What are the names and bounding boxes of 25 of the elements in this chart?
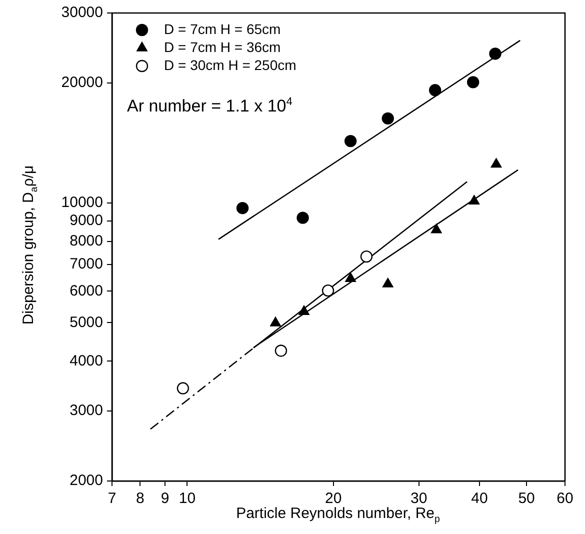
- y-tick-label: 8000: [70, 232, 103, 250]
- x-tick-label: 10: [178, 490, 196, 508]
- y-tick-label: 10000: [61, 194, 103, 211]
- y-tick-label: 2000: [70, 472, 103, 490]
- x-tick-label: 50: [518, 490, 535, 508]
- legend-label: D = 30cm H = 250cm: [164, 56, 296, 73]
- x-tick-label: 30: [410, 490, 428, 508]
- annotation: Ar number = 1.1 x 10$^{4}$: [127, 96, 292, 117]
- x-tick-label: 9: [160, 490, 170, 508]
- x-tick-label: 60: [556, 490, 574, 508]
- y-tick-label: 9000: [70, 212, 103, 230]
- legend-label: D = 7cm H = 65cm: [164, 20, 281, 37]
- x-tick-label: 40: [471, 490, 488, 508]
- y-tick-label: 4000: [70, 352, 103, 370]
- y-tick-label: 7000: [70, 256, 103, 273]
- y-tick-label: 5000: [70, 314, 103, 331]
- y-tick-label: 3000: [70, 402, 103, 420]
- x-tick-label: 20: [325, 490, 342, 508]
- y-tick-label: 20000: [61, 74, 103, 92]
- x-tick-label: 8: [136, 490, 144, 508]
- y-tick-label: 6000: [70, 282, 103, 300]
- y-tick-label: 30000: [61, 4, 103, 22]
- x-tick-label: 7: [108, 490, 116, 508]
- legend-label: D = 7cm H = 36cm: [164, 38, 281, 55]
- x-axis-title: Particle Reynolds number, Re$_{p}$: [236, 505, 440, 525]
